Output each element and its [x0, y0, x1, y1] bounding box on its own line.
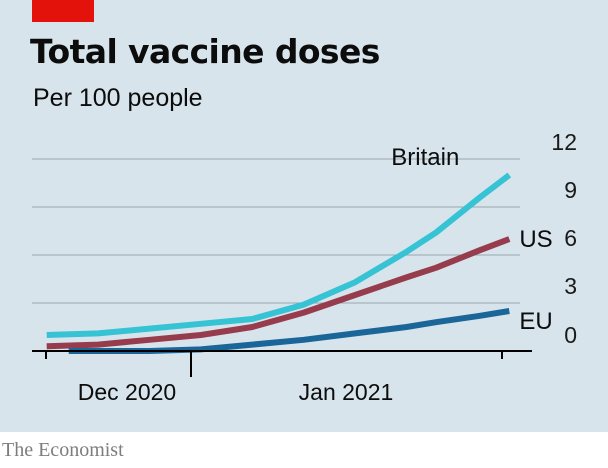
chart-panel — [0, 0, 608, 432]
series-line-us — [46, 236, 511, 350]
x-axis: Dec 2020 Jan 2021 — [32, 350, 532, 405]
series-line-britain — [46, 172, 512, 338]
y-tick-label: 12 — [551, 129, 577, 155]
y-tick-labels: 0 3 6 9 12 — [551, 129, 577, 348]
gridlines — [32, 158, 520, 304]
x-tick-label: Jan 2021 — [299, 379, 394, 405]
y-tick-label: 3 — [564, 273, 577, 299]
series-label-us: US — [519, 226, 552, 253]
brand-red-tag — [32, 0, 94, 22]
source-credit: The Economist — [2, 439, 124, 461]
y-tick-label: 6 — [564, 225, 577, 251]
series-label-britain: Britain — [391, 144, 459, 171]
series-lines — [46, 172, 512, 354]
chart-subtitle: Per 100 people — [33, 84, 203, 112]
series-label-eu: EU — [519, 308, 552, 335]
line-chart: 0 3 6 9 12 Britain US EU Dec 2020 Jan 2021 — [32, 129, 577, 405]
y-tick-label: 0 — [564, 322, 577, 348]
y-tick-label: 9 — [564, 177, 577, 203]
series-labels: Britain US EU — [391, 144, 552, 335]
x-tick-label: Dec 2020 — [78, 379, 176, 405]
chart-title: Total vaccine doses — [30, 32, 380, 71]
